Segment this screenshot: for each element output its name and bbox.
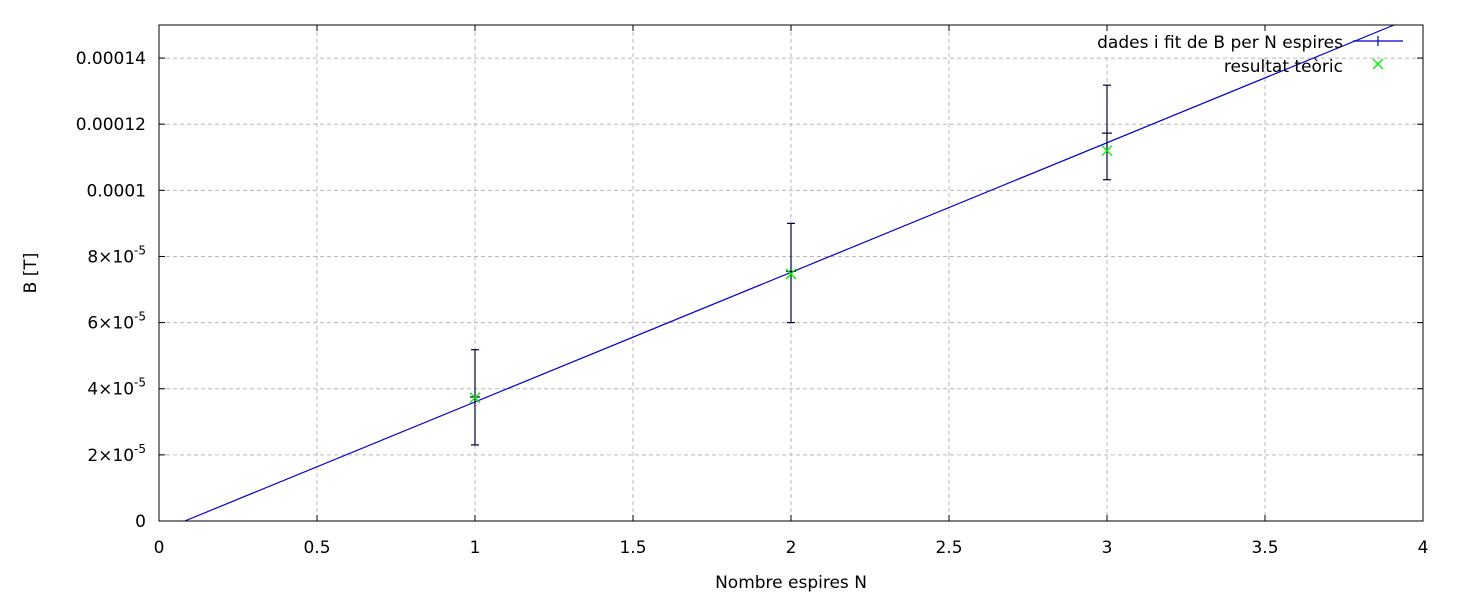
- x-tick-label: 4: [1418, 538, 1429, 558]
- y-tick-label: 0: [135, 512, 146, 532]
- axis-ticks: 0 0.5 1 1.5 2 2.5 3 3.5 4 0 2×10-5 4×10-5 6×10-5 8×10…: [76, 25, 1429, 558]
- x-tick-label: 3: [1102, 538, 1113, 558]
- x-tick-label: 0.5: [303, 538, 330, 558]
- y-tick-label: 8×10-5: [87, 243, 146, 267]
- y-tick-label: 0.0001: [87, 181, 146, 201]
- x-tick-label: 3.5: [1251, 538, 1278, 558]
- x-tick-label: 2: [786, 538, 797, 558]
- y-tick-label: 0.00014: [76, 49, 146, 69]
- legend: dades i fit de B per N espires resultat t…: [1097, 33, 1403, 77]
- y-tick-label: 2×10-5: [87, 442, 146, 466]
- theoretical-point: [1101, 145, 1113, 157]
- x-axis-title: Nombre espires N: [715, 573, 867, 593]
- error-bar: [786, 222, 796, 324]
- x-tick-label: 1: [470, 538, 481, 558]
- theoretical-point: [785, 268, 797, 280]
- legend-x-sample: [1372, 58, 1384, 70]
- plot-series: [184, 24, 1395, 522]
- error-bar: [1102, 84, 1112, 181]
- x-tick-label: 0: [154, 538, 165, 558]
- x-tick-label: 2.5: [935, 538, 962, 558]
- y-tick-label: 4×10-5: [87, 376, 146, 400]
- y-axis-title: B [T]: [21, 253, 41, 294]
- legend-label-data: dades i fit de B per N espires: [1097, 33, 1343, 53]
- theoretical-point: [469, 392, 481, 404]
- x-marker-stroke: [469, 392, 481, 404]
- x-marker-stroke: [1101, 145, 1113, 157]
- x-tick-label: 1.5: [619, 538, 646, 558]
- legend-label-theory: resultat teòric: [1224, 57, 1343, 77]
- y-tick-label: 6×10-5: [87, 310, 146, 334]
- y-tick-label: 0.00012: [76, 115, 146, 135]
- x-marker-stroke: [785, 268, 797, 280]
